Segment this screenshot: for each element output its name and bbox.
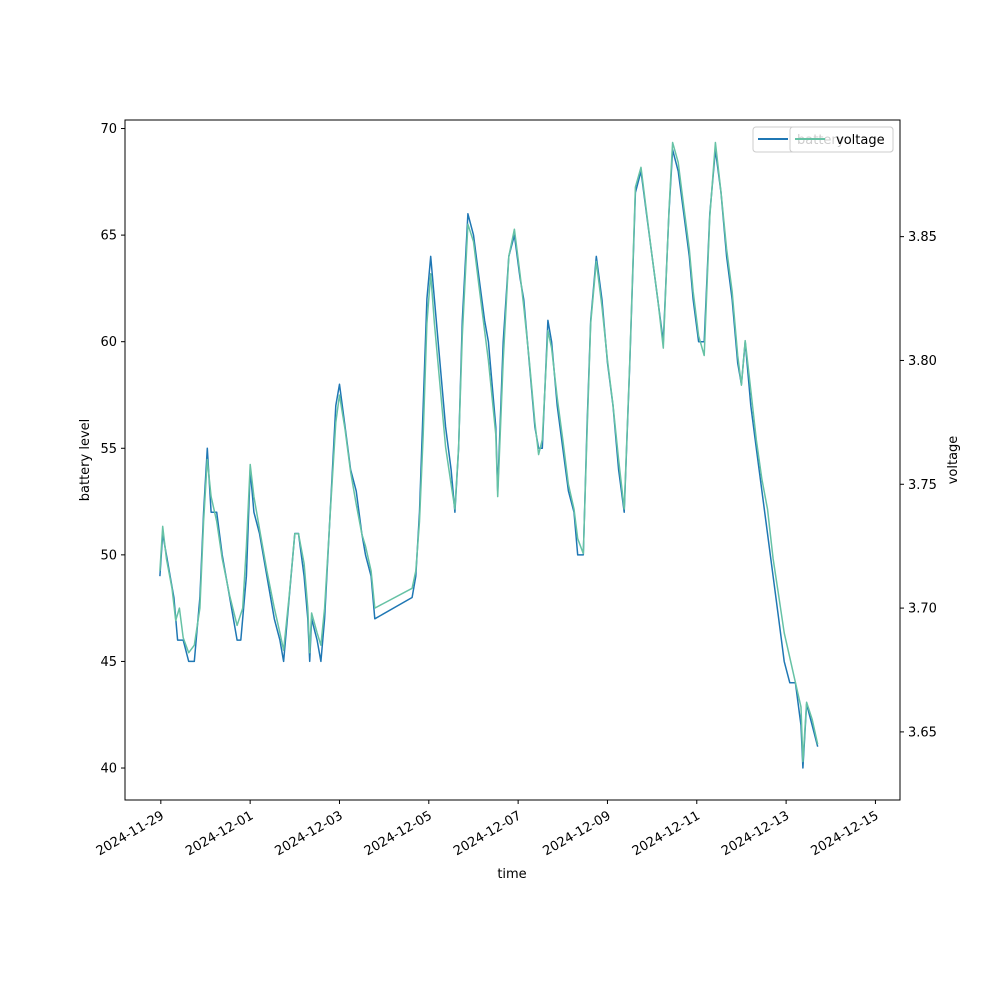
- right-tick-label: 3.65: [908, 725, 937, 740]
- voltage-legend: voltage: [789, 126, 894, 153]
- left-tick-label: 70: [100, 122, 117, 137]
- series-layer: [159, 141, 819, 769]
- left-tick-label: 65: [100, 229, 117, 244]
- left-tick-label: 60: [100, 335, 117, 350]
- right-tick-label: 3.85: [908, 230, 937, 245]
- right-tick-label: 3.80: [908, 354, 937, 369]
- right-axis-label: voltage: [946, 436, 961, 485]
- left-tick-label: 55: [100, 442, 117, 457]
- left-tick-label: 40: [100, 762, 117, 777]
- right-axis-ticks: 3.65 3.70 3.75 3.80 3.85: [900, 230, 937, 740]
- left-tick-label: 50: [100, 548, 117, 563]
- legend: batteryvoltage: [752, 126, 894, 153]
- x-axis-label: time: [497, 867, 526, 882]
- plot-frame: [124, 119, 901, 801]
- left-tick-label: 45: [100, 655, 117, 670]
- right-tick-label: 3.70: [908, 602, 937, 617]
- right-tick-label: 3.75: [908, 478, 937, 493]
- voltage-series-line: [159, 141, 819, 763]
- left-axis-ticks: 40 45 50 55 60 65 70: [100, 122, 125, 777]
- left-axis-label: battery level: [78, 419, 93, 502]
- legend-label-voltage: voltage: [836, 133, 885, 148]
- legend-box: [789, 126, 894, 153]
